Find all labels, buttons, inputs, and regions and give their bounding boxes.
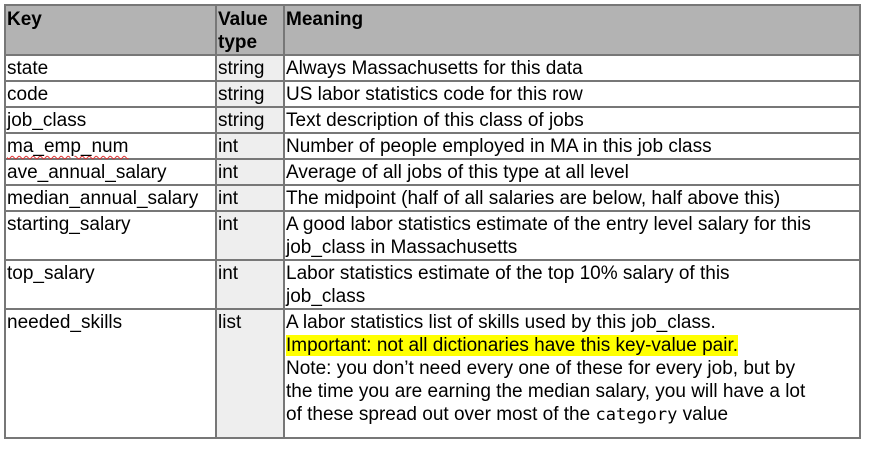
meaning-cell: A good labor statistics estimate of the … [283,210,861,261]
meaning-line: The midpoint (half of all salaries are b… [286,188,781,209]
table-row: job_class string Text description of this … [4,106,861,134]
key-text: state [7,58,49,79]
meaning-line: Number of people employed in MA in this … [286,136,712,157]
meaning-cell: The midpoint (half of all salaries are b… [283,184,861,212]
type-cell: string [215,54,285,82]
meaning-line: job_class [286,286,366,307]
key-text: ma_emp_num [7,136,129,157]
table-row: starting_salary int A good labor statistic… [4,210,861,261]
meaning-cell: Text description of this class of jobs [283,106,861,134]
key-cell: starting_salary [4,210,217,261]
type-cell: string [215,80,285,108]
type-cell: string [215,106,285,134]
meaning-line: A labor statistics list of skills used b… [286,312,716,333]
type-cell: int [215,184,285,212]
header-type-line2: type [218,32,258,53]
table-row: ma_emp_num int Number of people employed i… [4,132,861,160]
meaning-cell: Average of all jobs of this type at all … [283,158,861,186]
header-meaning: Meaning [283,4,861,56]
type-cell: list [215,308,285,439]
key-cell: ma_emp_num [4,132,217,160]
meaning-line: job_class in Massachusetts [286,237,518,258]
key-text: starting_salary [7,214,131,235]
meaning-line: Always Massachusetts for this data [286,58,583,79]
key-text: code [7,84,49,105]
meaning-cell: Always Massachusetts for this data [283,54,861,82]
key-cell: top_salary [4,259,217,310]
key-text: median_annual_salary [7,188,199,209]
key-cell: median_annual_salary [4,184,217,212]
key-value-table: Key Value type Meaning state string Always … [4,4,861,439]
meaning-line: Note: you don’t need every one of these … [286,358,796,379]
table-row: needed_skills list A labor statistics li… [4,308,861,439]
meaning-line: of these spread out over most of the [286,404,596,425]
key-cell: job_class [4,106,217,134]
table-row: code string US labor statistics code for t… [4,80,861,108]
key-text: job_class [7,110,87,131]
key-cell: needed_skills [4,308,217,439]
header-type-line1: Value [218,9,268,30]
type-cell: int [215,158,285,186]
table-row: top_salary int Labor statistics estimate o… [4,259,861,310]
meaning-line: A good labor statistics estimate of the … [286,214,811,235]
meaning-cell: A labor statistics list of skills used b… [283,308,861,439]
table-row: state string Always Massachusetts for this… [4,54,861,82]
header-key: Key [4,4,217,56]
meaning-line: value [677,404,729,425]
code-text: category [595,405,678,425]
type-cell: int [215,132,285,160]
meaning-cell: Number of people employed in MA in this … [283,132,861,160]
table-row: ave_annual_salary int Average of all jobs … [4,158,861,186]
highlighted-note: Important: not all dictionaries have thi… [286,335,739,356]
meaning-line: Average of all jobs of this type at all … [286,162,629,183]
key-cell: code [4,80,217,108]
type-cell: int [215,259,285,310]
key-cell: ave_annual_salary [4,158,217,186]
key-text: top_salary [7,263,95,284]
table-row: median_annual_salary int The midpoint (hal… [4,184,861,212]
meaning-line: Text description of this class of jobs [286,110,584,131]
header-value-type: Value type [215,4,285,56]
key-text: ave_annual_salary [7,162,167,183]
meaning-line: the time you are earning the median sala… [286,381,806,402]
type-cell: int [215,210,285,261]
meaning-line: US labor statistics code for this row [286,84,583,105]
header-row: Key Value type Meaning [4,4,861,56]
meaning-cell: Labor statistics estimate of the top 10%… [283,259,861,310]
meaning-cell: US labor statistics code for this row [283,80,861,108]
key-cell: state [4,54,217,82]
meaning-line: Labor statistics estimate of the top 10%… [286,263,730,284]
